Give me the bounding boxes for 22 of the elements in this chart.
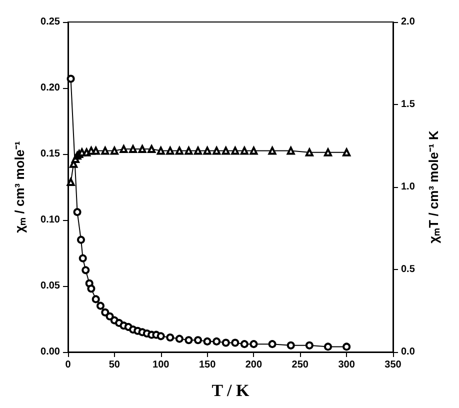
y-tick-label: 0.05 [40, 280, 60, 292]
y2-tick-label: 1.0 [401, 182, 416, 192]
y-tick-label: 0.10 [40, 214, 60, 226]
y2-tick-label: 0.5 [401, 264, 416, 275]
y-tick-label: 0.15 [40, 148, 60, 160]
x-tick-label: 350 [384, 360, 402, 370]
y2-tick-label: 2.0 [401, 16, 416, 28]
y-tick-label: 0.25 [40, 16, 60, 28]
x-axis-title: T / K [212, 381, 250, 400]
y-tick-label: 0.20 [40, 82, 60, 94]
x-tick-label: 150 [198, 360, 216, 370]
x-tick-label: 0 [65, 360, 72, 370]
y2-axis-title: χₘT / cm³ mole⁻¹ K [426, 130, 441, 244]
x-tick-label: 250 [292, 360, 309, 370]
x-tick-label: 100 [152, 360, 170, 370]
y-tick-label: 0.00 [40, 346, 60, 358]
y2-tick-label: 1.5 [401, 99, 416, 110]
x-tick-label: 200 [245, 360, 262, 370]
x-tick-label: 50 [108, 360, 120, 370]
x-tick-label: 300 [338, 360, 356, 370]
y2-tick-label: 0.0 [401, 346, 416, 358]
y-axis-title: χₘ / cm³ mole⁻¹ [12, 141, 27, 233]
